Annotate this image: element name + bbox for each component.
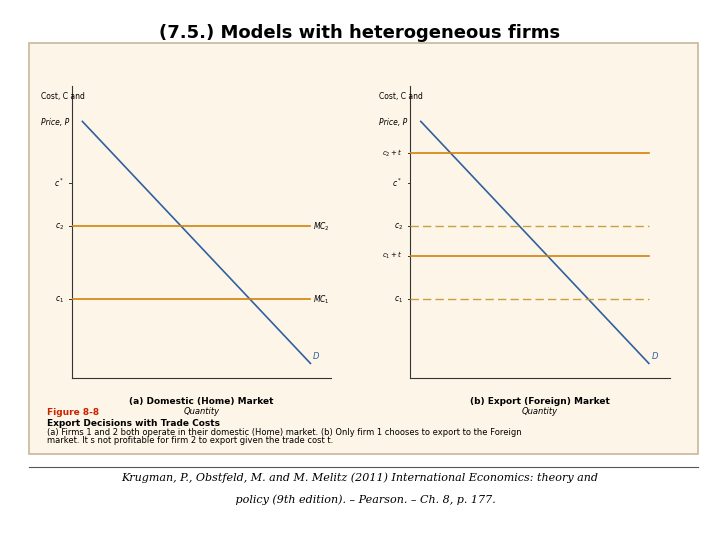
Text: market. It s not profitable for firm 2 to export given the trade cost t.: market. It s not profitable for firm 2 t…: [47, 436, 333, 445]
Text: $c^*$: $c^*$: [392, 177, 402, 189]
Text: $c^*$: $c^*$: [54, 177, 64, 189]
Text: $MC_1$: $MC_1$: [313, 293, 330, 306]
Text: (7.5.) Models with heterogeneous firms: (7.5.) Models with heterogeneous firms: [159, 24, 561, 42]
Text: Price, P: Price, P: [379, 118, 408, 127]
Text: $c_1$: $c_1$: [55, 294, 64, 305]
Text: policy (9th edition). – Pearson. – Ch. 8, p. 177.: policy (9th edition). – Pearson. – Ch. 8…: [225, 494, 495, 505]
Text: $MC_2$: $MC_2$: [313, 220, 330, 233]
Text: Price, P: Price, P: [41, 118, 69, 127]
Text: $c_2 + t$: $c_2 + t$: [382, 148, 402, 159]
Text: $c_2$: $c_2$: [394, 221, 402, 232]
Text: Krugman, P., Obstfeld, M. and M. Melitz (2011) International Economics: theory a: Krugman, P., Obstfeld, M. and M. Melitz …: [122, 472, 598, 483]
Text: Cost, C and: Cost, C and: [41, 92, 85, 101]
Text: (b) Export (Foreign) Market: (b) Export (Foreign) Market: [470, 397, 610, 406]
Text: (a) Firms 1 and 2 both operate in their domestic (Home) market. (b) Only firm 1 : (a) Firms 1 and 2 both operate in their …: [47, 428, 521, 437]
Text: Quantity: Quantity: [522, 407, 558, 416]
Text: Figure 8-8: Figure 8-8: [47, 408, 99, 417]
Text: $c_2$: $c_2$: [55, 221, 64, 232]
Text: $c_1$: $c_1$: [394, 294, 402, 305]
Text: Quantity: Quantity: [184, 407, 220, 416]
Text: (a) Domestic (Home) Market: (a) Domestic (Home) Market: [130, 397, 274, 406]
Text: Export Decisions with Trade Costs: Export Decisions with Trade Costs: [47, 418, 220, 428]
Text: $c_1 + t$: $c_1 + t$: [382, 250, 402, 261]
Text: D: D: [652, 352, 658, 361]
Text: Cost, C and: Cost, C and: [379, 92, 423, 101]
Text: D: D: [313, 352, 320, 361]
